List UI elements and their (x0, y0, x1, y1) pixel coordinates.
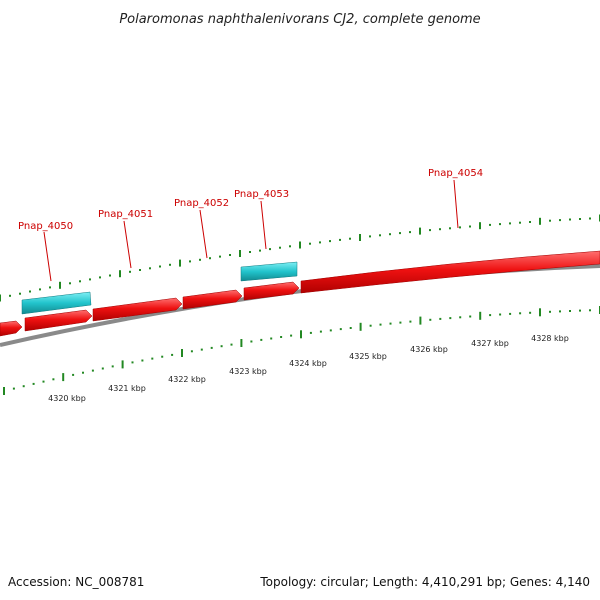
gene-label-pnap-4053[interactable]: Pnap_4053 (234, 189, 289, 200)
gene-label-pnap-4054[interactable]: Pnap_4054 (428, 168, 483, 179)
ruler-label: 4326 kbp (410, 345, 448, 354)
gene-arrow-pnap-4052-a[interactable] (92, 297, 183, 322)
gene-labels: Pnap_4050 Pnap_4051 Pnap_4052 Pnap_4053 … (18, 168, 483, 282)
ruler-labels: 4320 kbp 4321 kbp 4322 kbp 4323 kbp 4324… (48, 334, 569, 403)
gene-arrow-pnap-4053[interactable] (240, 261, 298, 282)
genome-summary-text: Topology: circular; Length: 4,410,291 bp… (259, 575, 590, 589)
ruler-label: 4325 kbp (349, 352, 387, 361)
leader-line (123, 220, 132, 269)
gene-label-pnap-4052[interactable]: Pnap_4052 (174, 198, 229, 209)
ruler-label: 4327 kbp (471, 339, 509, 348)
leader-line (260, 200, 267, 250)
leader-line (43, 231, 52, 282)
ruler-label: 4322 kbp (168, 375, 206, 384)
gene-label-pnap-4050[interactable]: Pnap_4050 (18, 221, 73, 232)
gene-arrow-pnap-4050[interactable] (21, 291, 92, 315)
gene-arrow-pnap-4054[interactable] (300, 250, 600, 294)
ruler-label: 4323 kbp (229, 367, 267, 376)
coordinate-ruler (3, 306, 600, 395)
leader-line (199, 209, 208, 259)
reverse-strand-genes (21, 261, 298, 315)
gene-label-pnap-4051[interactable]: Pnap_4051 (98, 209, 153, 220)
gene-arrow-pnap-4052[interactable] (182, 289, 243, 310)
ruler-label: 4320 kbp (48, 394, 86, 403)
gene-arrow-pnap-4053-fwd[interactable] (243, 281, 300, 301)
map-title: Polaromonas naphthalenivorans CJ2, compl… (119, 12, 480, 27)
forward-strand-genes (0, 250, 600, 337)
ruler-label: 4324 kbp (289, 359, 327, 368)
gene-arrow-partial[interactable] (0, 320, 23, 337)
outer-tick-ring (0, 214, 600, 302)
ruler-label: 4321 kbp (108, 384, 146, 393)
ruler-label: 4328 kbp (531, 334, 569, 343)
accession-text: Accession: NC_008781 (8, 575, 144, 589)
gene-arrow-pnap-4051[interactable] (24, 309, 93, 332)
leader-line (453, 179, 459, 229)
